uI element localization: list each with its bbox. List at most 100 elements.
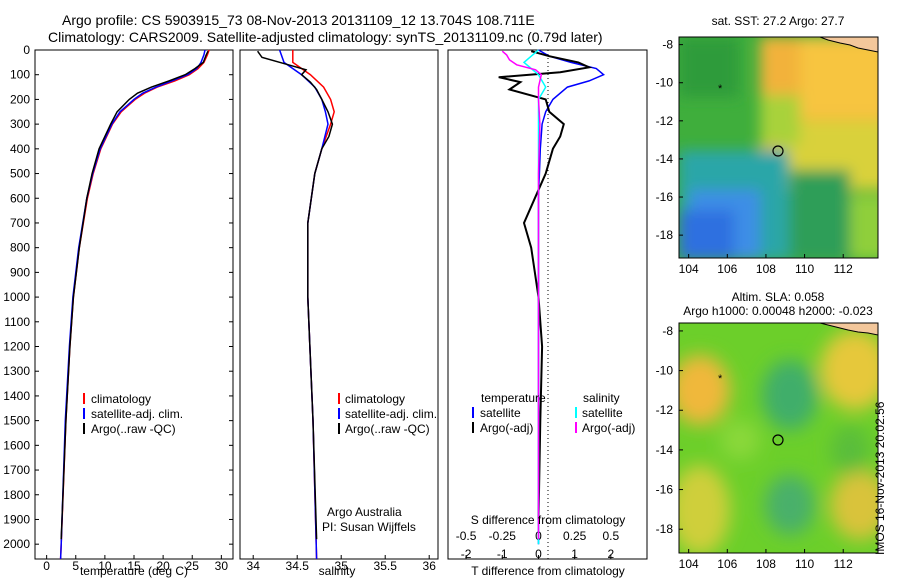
legend-salinity-head: salinity: [583, 391, 620, 405]
lat-tick-label: -18: [656, 228, 674, 242]
lon-tick-label: 108: [756, 557, 776, 571]
depth-tick-label: 100: [10, 68, 30, 82]
depth-tick-label: 1200: [3, 340, 30, 354]
salinity-tick-label: 35: [335, 559, 349, 573]
depth-tick-label: 1300: [3, 364, 30, 378]
temperature-tick-label: 15: [127, 559, 141, 573]
sla-field: [679, 323, 878, 553]
t-difference-xlabel: T difference from climatology: [471, 564, 625, 578]
depth-tick-label: 1900: [3, 512, 30, 526]
temperature-tick-label: 20: [156, 559, 170, 573]
sst-map-frame: [678, 36, 879, 259]
lat-tick-label: -16: [656, 190, 674, 204]
figure-title-line1: Argo profile: CS 5903915_73 08-Nov-2013 …: [62, 12, 535, 28]
t-difference-tick-label: -2: [461, 547, 472, 561]
sst-map-axes: -8 -10 -12 -14 -16 -18 104 106 108 110 112: [656, 38, 853, 276]
temperature-tick-label: 0: [43, 559, 50, 573]
lon-tick-label: 104: [679, 557, 699, 571]
difference-legend: temperature salinity satellite Argo(-adj…: [472, 391, 635, 435]
lon-tick-label: 112: [834, 262, 853, 276]
legend-climatology: climatology: [91, 392, 151, 406]
depth-tick-label: 2000: [3, 537, 30, 551]
salinity-tick-label: 34.5: [286, 559, 310, 573]
lat-tick-label: -16: [656, 483, 674, 497]
lat-tick-label: -12: [656, 114, 674, 128]
profile-location-marker: [772, 434, 784, 446]
sla-map: Altim. SLA: 0.058 Argo h1000: 0.00048 h2…: [656, 290, 879, 571]
timestamp-stamp: IMOS 16-Nov-2013 20:02:56: [873, 401, 887, 555]
lat-tick-label: -18: [656, 522, 674, 536]
legend-satellite: satellite-adj. clim.: [345, 407, 437, 421]
legend-t-satellite: satellite: [480, 406, 521, 420]
prior-profile-marker: *: [718, 373, 723, 385]
salinity-tick-label: 36: [423, 559, 437, 573]
legend-s-satellite: satellite: [582, 406, 623, 420]
difference-x-axis: -2 -1 0 1 2-0.5 -0.25 0 0.25 0.5: [456, 529, 620, 561]
salinity-series: [256, 49, 335, 560]
lon-tick-label: 110: [795, 557, 814, 571]
temperature-legend: climatology satellite-adj. clim. Argo(..…: [83, 392, 183, 436]
s-difference-tick-label: 0.25: [563, 529, 587, 543]
depth-tick-label: 200: [10, 92, 30, 106]
coastline-land: [819, 37, 878, 53]
lat-tick-label: -10: [656, 364, 674, 378]
series-salinity-argo-adj-: [501, 50, 543, 540]
depth-tick-label: 1800: [3, 488, 30, 502]
sla-map-frame: [678, 322, 879, 554]
temperature-tick-label: 25: [186, 559, 200, 573]
t-difference-tick-label: 1: [571, 547, 578, 561]
legend-argo: Argo(..raw -QC): [345, 422, 430, 436]
depth-tick-label: 300: [10, 117, 30, 131]
difference-panel: -2 -1 0 1 2-0.5 -0.25 0 0.25 0.5 T difference fr…: [447, 49, 648, 578]
s-difference-tick-label: -0.25: [489, 529, 517, 543]
temperature-tick-label: 5: [72, 559, 79, 573]
temperature-series: [59, 49, 210, 560]
depth-tick-label: 1700: [3, 463, 30, 477]
lat-tick-label: -12: [656, 403, 674, 417]
depth-tick-label: 1600: [3, 438, 30, 452]
sst-field: [679, 37, 878, 258]
temperature-xlabel: temperature (deg C): [80, 564, 188, 578]
pi-note: PI: Susan Wijffels: [322, 520, 416, 534]
series-temperature-argo-adj-: [498, 50, 593, 520]
operator-note: Argo Australia: [327, 505, 402, 519]
lon-tick-label: 104: [679, 262, 699, 276]
legend-temperature-head: temperature: [481, 391, 546, 405]
depth-tick-label: 800: [10, 241, 30, 255]
lat-tick-label: -10: [656, 76, 674, 90]
s-difference-tick-label: -0.5: [456, 529, 477, 543]
lat-tick-label: -8: [662, 38, 673, 52]
lon-tick-label: 112: [834, 557, 853, 571]
coastline-land: [819, 323, 878, 336]
lon-tick-label: 108: [756, 262, 776, 276]
lon-tick-label: 106: [717, 262, 737, 276]
legend-climatology: climatology: [345, 392, 405, 406]
legend-s-argo: Argo(-adj): [582, 421, 635, 435]
prior-profile-marker: *: [718, 83, 723, 95]
legend-t-argo: Argo(-adj): [480, 421, 533, 435]
lat-tick-label: -14: [656, 152, 674, 166]
s-difference-xlabel: S difference from climatology: [471, 513, 626, 527]
figure-title-line2: Climatology: CARS2009. Satellite-adjuste…: [48, 29, 603, 45]
lat-tick-label: -8: [662, 324, 673, 338]
depth-tick-label: 700: [10, 216, 30, 230]
sla-map-title2: Argo h1000: 0.00048 h2000: -0.023: [683, 304, 873, 318]
lon-tick-label: 110: [795, 262, 814, 276]
salinity-axes: [239, 49, 439, 560]
legend-argo: Argo(..raw -QC): [91, 422, 176, 436]
depth-tick-label: 900: [10, 265, 30, 279]
temperature-x-axis: 0 5 10 15 20 25 30: [43, 555, 228, 573]
t-difference-tick-label: 0: [535, 547, 542, 561]
depth-tick-label: 600: [10, 191, 30, 205]
depth-tick-label: 500: [10, 167, 30, 181]
temperature-axes: [34, 49, 234, 560]
depth-tick-label: 1500: [3, 414, 30, 428]
depth-tick-label: 1100: [4, 315, 30, 329]
salinity-xlabel: salinity: [319, 564, 356, 578]
temperature-tick-label: 10: [98, 559, 112, 573]
depth-tick-label: 1000: [3, 290, 30, 304]
t-difference-tick-label: 2: [607, 547, 614, 561]
salinity-panel: 34 34.5 35 35.5 36 salinity climatology sate…: [239, 49, 439, 578]
sst-map: sat. SST: 27.2 Argo: 27.7 -8 -10 -12 -14 -16…: [656, 14, 879, 276]
